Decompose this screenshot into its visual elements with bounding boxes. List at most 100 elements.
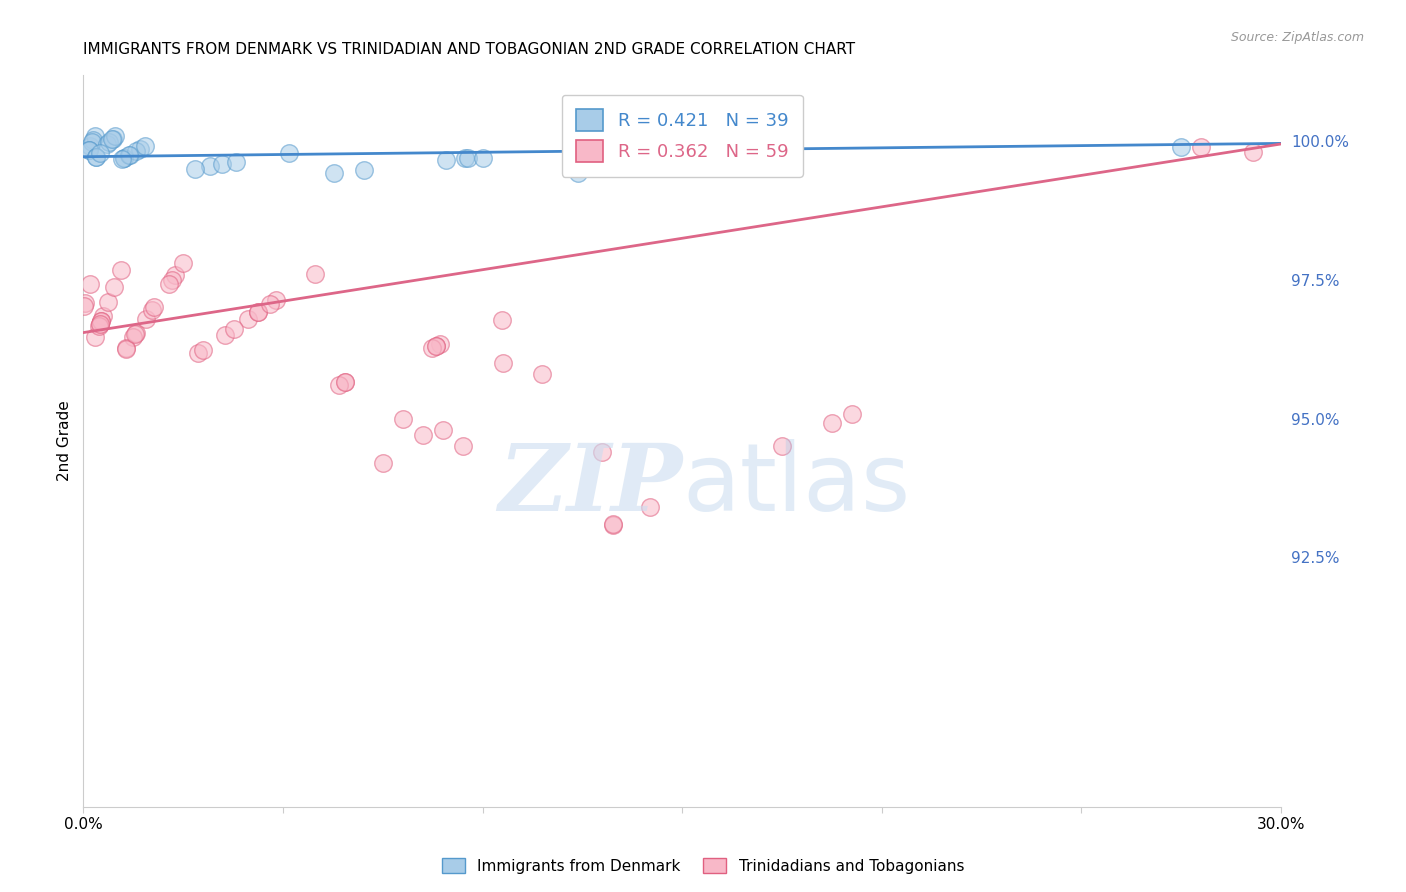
- Point: [602, 517, 624, 532]
- Point: [77, 143, 100, 157]
- Point: [89, 318, 111, 332]
- Point: [82, 133, 104, 147]
- Point: [222, 322, 245, 336]
- Point: [172, 256, 194, 270]
- Point: [591, 151, 613, 165]
- Point: [83, 129, 105, 144]
- Point: [491, 312, 513, 326]
- Text: IMMIGRANTS FROM DENMARK VS TRINIDADIAN AND TOBAGONIAN 2ND GRADE CORRELATION CHAR: IMMIGRANTS FROM DENMARK VS TRINIDADIAN A…: [83, 42, 855, 57]
- Point: [457, 151, 479, 165]
- Point: [77, 143, 100, 157]
- Point: [91, 310, 114, 324]
- Point: [115, 341, 138, 355]
- Point: [391, 411, 413, 425]
- Point: [124, 327, 146, 342]
- Point: [491, 356, 513, 370]
- Point: [353, 162, 375, 177]
- Point: [211, 157, 233, 171]
- Point: [103, 279, 125, 293]
- Point: [745, 149, 768, 163]
- Y-axis label: 2nd Grade: 2nd Grade: [58, 401, 72, 481]
- Point: [96, 137, 118, 152]
- Point: [259, 297, 281, 311]
- Point: [371, 456, 394, 470]
- Point: [425, 339, 447, 353]
- Point: [110, 263, 132, 277]
- Point: [90, 314, 112, 328]
- Point: [141, 303, 163, 318]
- Point: [90, 314, 112, 328]
- Legend: Immigrants from Denmark, Trinidadians and Tobagonians: Immigrants from Denmark, Trinidadians an…: [436, 852, 970, 880]
- Point: [323, 166, 346, 180]
- Point: [638, 500, 661, 515]
- Point: [591, 445, 613, 459]
- Point: [184, 161, 207, 176]
- Point: [770, 439, 793, 453]
- Point: [783, 146, 806, 161]
- Point: [101, 131, 124, 145]
- Point: [118, 148, 141, 162]
- Point: [191, 343, 214, 357]
- Point: [134, 139, 156, 153]
- Point: [1170, 139, 1192, 153]
- Point: [122, 330, 145, 344]
- Point: [89, 317, 111, 331]
- Point: [602, 517, 624, 532]
- Point: [89, 318, 111, 333]
- Point: [114, 342, 136, 356]
- Point: [125, 326, 148, 341]
- Point: [129, 142, 152, 156]
- Point: [429, 337, 451, 351]
- Point: [111, 153, 134, 167]
- Point: [187, 346, 209, 360]
- Point: [567, 166, 589, 180]
- Point: [333, 375, 356, 389]
- Point: [80, 136, 103, 150]
- Point: [454, 151, 477, 165]
- Point: [434, 153, 457, 168]
- Point: [264, 293, 287, 308]
- Point: [160, 273, 183, 287]
- Point: [1241, 145, 1264, 160]
- Point: [73, 295, 96, 310]
- Point: [412, 428, 434, 442]
- Point: [432, 423, 454, 437]
- Point: [304, 267, 326, 281]
- Point: [779, 146, 801, 161]
- Point: [333, 375, 356, 389]
- Point: [841, 407, 863, 421]
- Point: [101, 132, 124, 146]
- Point: [83, 330, 105, 344]
- Point: [97, 295, 120, 310]
- Point: [86, 149, 108, 163]
- Point: [165, 268, 187, 282]
- Point: [821, 416, 844, 430]
- Point: [1189, 139, 1212, 153]
- Point: [214, 327, 236, 342]
- Point: [142, 300, 165, 314]
- Point: [73, 299, 96, 313]
- Point: [84, 150, 107, 164]
- Point: [79, 277, 101, 291]
- Point: [118, 148, 141, 162]
- Text: atlas: atlas: [682, 439, 911, 531]
- Point: [247, 305, 270, 319]
- Point: [157, 277, 180, 292]
- Point: [98, 135, 121, 149]
- Point: [125, 145, 148, 159]
- Point: [112, 151, 135, 165]
- Point: [79, 139, 101, 153]
- Point: [89, 146, 111, 161]
- Legend: R = 0.421   N = 39, R = 0.362   N = 59: R = 0.421 N = 39, R = 0.362 N = 59: [561, 95, 803, 177]
- Point: [420, 341, 443, 355]
- Point: [451, 439, 474, 453]
- Point: [328, 377, 350, 392]
- Point: [198, 160, 221, 174]
- Point: [135, 312, 157, 326]
- Point: [425, 339, 447, 353]
- Point: [112, 151, 135, 165]
- Point: [277, 145, 299, 160]
- Point: [531, 368, 554, 382]
- Point: [471, 151, 494, 165]
- Point: [236, 312, 259, 326]
